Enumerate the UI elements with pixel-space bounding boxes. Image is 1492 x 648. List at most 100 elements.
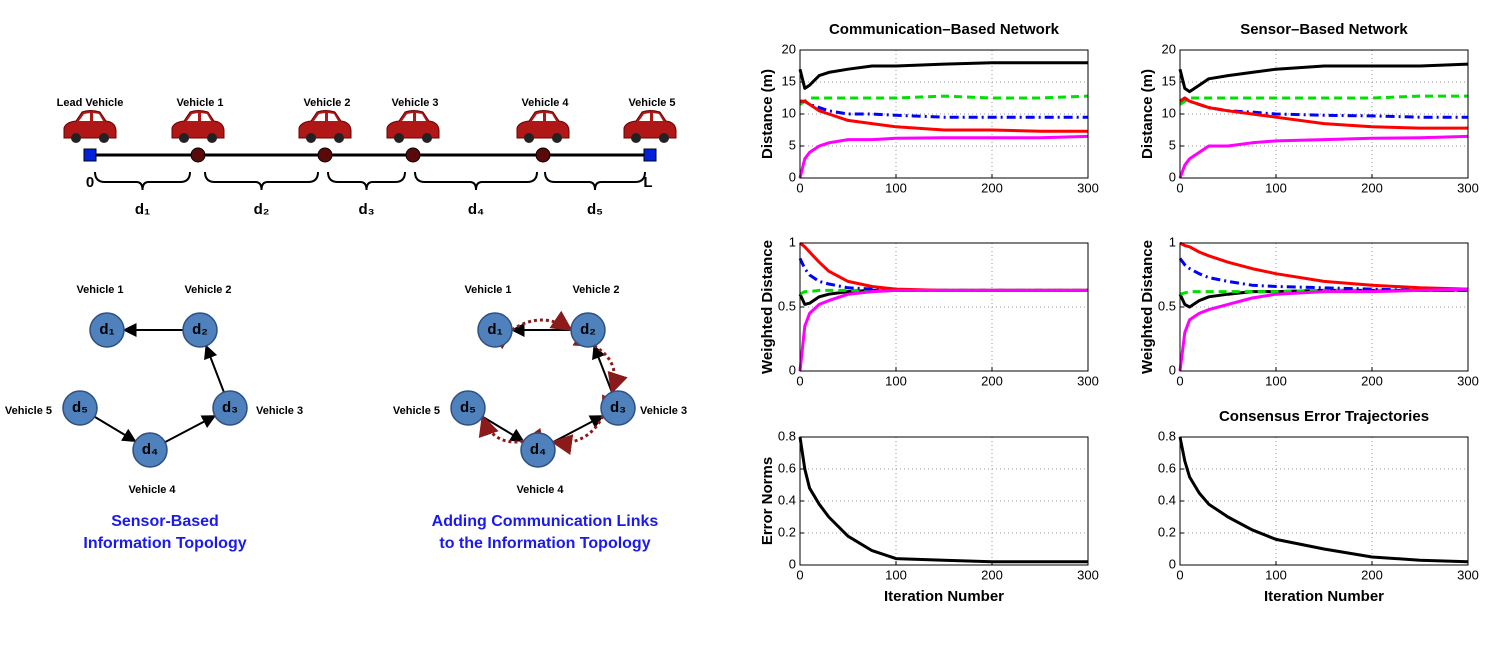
y-tick-label: 0.2 [778, 524, 796, 539]
chart: 051015200100200300Sensor–Based NetworkDi… [1139, 21, 1479, 195]
end-marker [644, 149, 656, 161]
x-tick-label: 300 [1457, 373, 1479, 388]
car-icon [299, 111, 351, 144]
vehicle-label: Vehicle 2 [184, 284, 231, 296]
x-tick-label: 0 [1176, 373, 1183, 388]
figure: Lead Vehicle Vehicle 1 Vehicle 2 Vehicle 3 V… [0, 0, 1492, 648]
vehicle-marker [406, 148, 420, 162]
y-tick-label: 0 [1169, 362, 1176, 377]
x-axis-label: Iteration Number [1264, 588, 1384, 605]
y-tick-label: 0 [789, 362, 796, 377]
link [95, 417, 136, 442]
y-tick-label: 5 [789, 137, 796, 152]
y-axis-label: Weighted Distance [759, 240, 776, 374]
comm-link [512, 320, 571, 330]
y-tick-label: 15 [782, 73, 796, 88]
chart-title: Consensus Error Trajectories [1219, 408, 1429, 425]
link [206, 346, 224, 392]
chart: 00.20.40.60.80100200300Error NormsIterat… [759, 428, 1099, 605]
end-marker [84, 149, 96, 161]
y-tick-label: 0.5 [1158, 298, 1176, 313]
vehicle-label: Vehicle 5 [5, 405, 52, 417]
x-tick-label: 100 [885, 567, 907, 582]
node-label: d₃ [610, 399, 626, 416]
vehicle-label: Vehicle 4 [128, 484, 176, 496]
x-tick-label: 300 [1077, 567, 1099, 582]
y-axis-label: Distance (m) [759, 69, 776, 159]
x-tick-label: 300 [1077, 373, 1099, 388]
x-tick-label: 300 [1457, 180, 1479, 195]
car-icon [387, 111, 439, 144]
chart: 0 0.5 1 0 100 200 300 Weighted Distance [1139, 234, 1479, 388]
spacing-label: d₅ [587, 201, 603, 218]
x-tick-label: 300 [1457, 567, 1479, 582]
y-tick-label: 0 [1169, 169, 1176, 184]
chart: 051015200100200300Communication–Based Ne… [759, 21, 1099, 195]
vehicle-label: Vehicle 4 [516, 484, 564, 496]
vehicle-label: Vehicle 1 [464, 284, 511, 296]
caption: Information Topology [83, 535, 246, 552]
link [594, 346, 612, 392]
x-tick-label: 200 [1361, 373, 1383, 388]
chart-title: Sensor–Based Network [1240, 21, 1408, 38]
y-tick-label: 0.6 [778, 460, 796, 475]
x-tick-label: 0 [796, 180, 803, 195]
x-tick-label: 100 [885, 373, 907, 388]
node-label: d₂ [580, 321, 596, 338]
car-icon [517, 111, 569, 144]
vehicle-label: Vehicle 2 [572, 284, 619, 296]
x-tick-label: 0 [1176, 180, 1183, 195]
brace [328, 172, 405, 190]
y-tick-label: 1 [1169, 234, 1176, 249]
caption: Adding Communication Links [432, 513, 659, 530]
node-label: d₁ [487, 321, 502, 338]
x-tick-label: 100 [1265, 373, 1287, 388]
x-axis-label: Iteration Number [884, 588, 1004, 605]
y-axis-label: Weighted Distance [1139, 240, 1156, 374]
vehicle-marker [318, 148, 332, 162]
y-tick-label: 0.8 [778, 428, 796, 443]
y-tick-label: 20 [782, 41, 796, 56]
y-axis-label: Error Norms [759, 457, 776, 545]
brace [95, 172, 190, 190]
chart-title: Communication–Based Network [829, 21, 1060, 38]
y-tick-label: 10 [782, 105, 796, 120]
brace [415, 172, 537, 190]
car-icon [624, 111, 676, 144]
y-axis-label: Distance (m) [1139, 69, 1156, 159]
vehicle-label: Vehicle 3 [391, 97, 438, 109]
y-tick-label: 0.4 [1158, 492, 1176, 507]
y-tick-label: 0 [1169, 556, 1176, 571]
spacing-label: d₄ [468, 201, 484, 218]
x-tick-label: 200 [981, 373, 1003, 388]
vehicle-label: Vehicle 1 [76, 284, 123, 296]
y-tick-label: 0.4 [778, 492, 796, 507]
y-tick-label: 20 [1162, 41, 1176, 56]
x-tick-label: 0 [1176, 567, 1183, 582]
vehicle-label: Vehicle 4 [521, 97, 569, 109]
vehicle-label: Lead Vehicle [57, 97, 124, 109]
vehicle-label: Vehicle 5 [393, 405, 440, 417]
vehicle-label: Vehicle 3 [640, 405, 687, 417]
vehicle-marker [191, 148, 205, 162]
car-icon [172, 111, 224, 144]
diagram: Lead Vehicle Vehicle 1 Vehicle 2 Vehicle 3 V… [5, 97, 687, 552]
caption: Sensor-Based [111, 513, 219, 530]
x-tick-label: 100 [1265, 180, 1287, 195]
x-tick-label: 200 [1361, 567, 1383, 582]
vehicle-label: Vehicle 5 [628, 97, 675, 109]
y-tick-label: 5 [1169, 137, 1176, 152]
y-tick-label: 15 [1162, 73, 1176, 88]
vehicle-marker [536, 148, 550, 162]
spacing-label: d₁ [135, 201, 150, 218]
node-label: d₅ [72, 399, 88, 416]
y-tick-label: 0.8 [1158, 428, 1176, 443]
node-label: d₂ [192, 321, 208, 338]
node-label: d₄ [142, 441, 158, 458]
vehicle-label: Vehicle 2 [303, 97, 350, 109]
car-icon [64, 111, 116, 144]
node-label: d₄ [530, 441, 546, 458]
node-label: d₁ [99, 321, 114, 338]
spacing-label: d₂ [254, 201, 270, 218]
